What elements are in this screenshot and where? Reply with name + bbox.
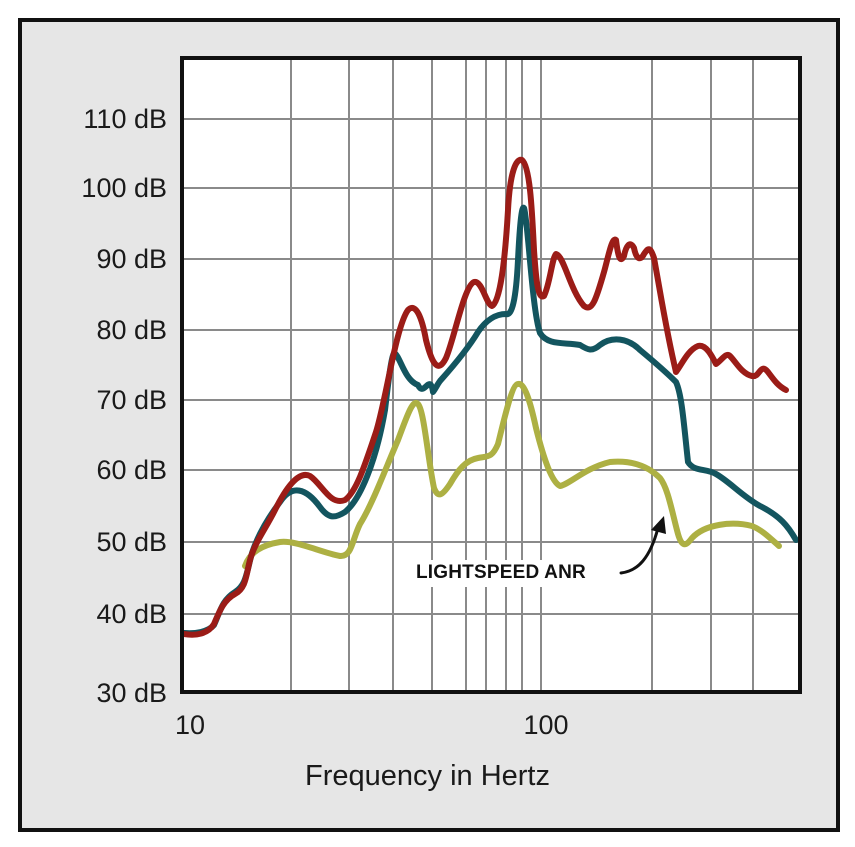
y-tick-60: 60 dB (96, 455, 167, 485)
plot-area (182, 58, 800, 692)
annotation-label: LIGHTSPEED ANR (410, 560, 592, 587)
plot-frame (180, 56, 802, 694)
x-tick-10: 10 (174, 710, 206, 740)
y-tick-50: 50 dB (96, 527, 167, 557)
y-tick-30: 30 dB (96, 678, 167, 708)
x-tick-100: 100 (523, 710, 569, 740)
series-olive-line (242, 381, 782, 569)
annotation-arrow (619, 526, 660, 575)
y-tick-90: 90 dB (96, 244, 167, 274)
y-tick-80: 80 dB (96, 315, 167, 345)
y-tick-70: 70 dB (96, 385, 167, 415)
y-tick-40: 40 dB (96, 599, 167, 629)
annotation-arrowhead-icon (651, 516, 666, 534)
x-axis-title: Frequency in Hertz (305, 760, 550, 792)
y-tick-110: 110 dB (83, 104, 167, 134)
series-red-line (181, 156, 789, 638)
y-tick-100: 100 dB (81, 173, 167, 203)
